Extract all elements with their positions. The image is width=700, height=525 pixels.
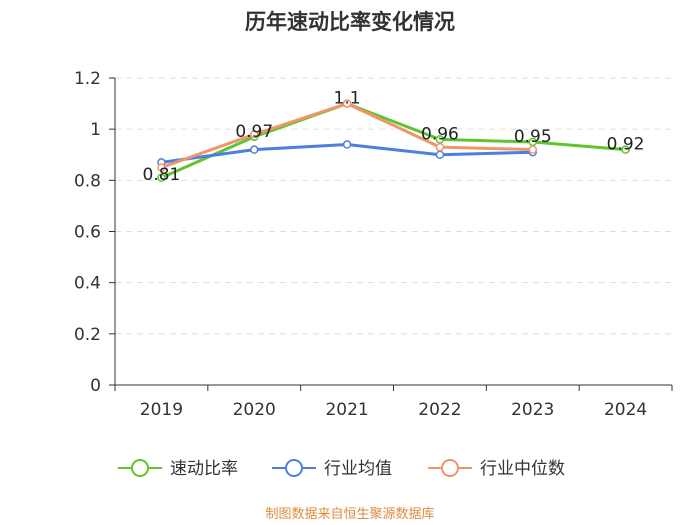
data-point [250, 145, 259, 154]
y-tick-label: 0.6 [74, 223, 101, 243]
data-point [157, 163, 166, 172]
gridlines [115, 77, 672, 335]
data-label: 0.96 [421, 124, 459, 144]
series [157, 99, 630, 183]
y-tick-label: 0.4 [74, 274, 101, 294]
x-tick-label: 2021 [325, 400, 368, 420]
data-point [435, 142, 445, 152]
x-tick-label: 2020 [233, 400, 276, 420]
data-labels: 0.81 0.97 1.1 0.96 0.95 0.92 [142, 89, 644, 185]
data-label: 0.97 [235, 122, 273, 142]
data-label: 0.95 [514, 127, 552, 147]
data-point [157, 173, 166, 183]
x-tick-label: 2023 [511, 400, 554, 420]
legend-swatch-marker [441, 459, 459, 477]
x-tick-label: 2019 [140, 400, 183, 420]
data-label: 0.81 [142, 165, 180, 185]
data-label: 1.1 [334, 89, 361, 109]
legend-swatch-marker [131, 459, 149, 477]
data-point [342, 140, 352, 149]
x-tick-label: 2022 [418, 400, 461, 420]
x-tick-label: 2024 [604, 400, 647, 420]
source-note: 制图数据来自恒生聚源数据库 [265, 507, 435, 522]
legend-label: 行业中位数 [480, 459, 565, 479]
data-point [621, 145, 630, 154]
legend-swatch-marker [285, 459, 303, 477]
legend-label: 速动比率 [170, 459, 238, 479]
legend: 速动比率 行业均值 行业中位数 [118, 459, 565, 479]
data-point [528, 145, 537, 154]
y-tick-label: 0.2 [74, 325, 101, 345]
series-line-1 [160, 102, 626, 180]
legend-label: 行业均值 [324, 459, 392, 479]
series-line-3 [160, 102, 533, 169]
data-point [250, 130, 259, 139]
y-tick-label: 0 [90, 376, 101, 396]
y-tick-label: 1 [90, 120, 101, 140]
y-tick-label: 1.2 [74, 69, 101, 89]
data-point [342, 99, 352, 108]
chart-title: 历年速动比率变化情况 [245, 10, 455, 34]
data-label: 0.92 [607, 135, 645, 155]
data-point [435, 150, 445, 159]
y-tick-label: 0.8 [74, 171, 101, 191]
